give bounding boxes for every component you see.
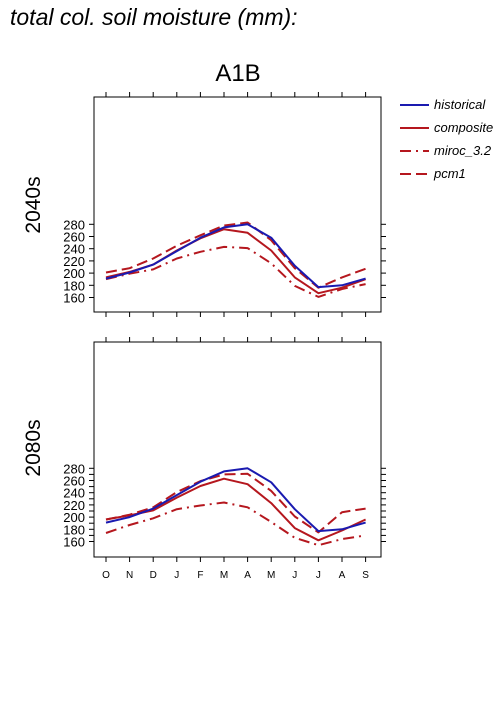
panel-label-2080s: 2080s: [22, 419, 45, 476]
series-line-miroc_3.2: [105, 501, 366, 547]
x-tick-label: J: [292, 570, 297, 581]
x-tick-label: F: [197, 570, 203, 581]
x-tick-label: J: [316, 570, 321, 581]
x-tick-label: A: [339, 570, 346, 581]
series-line-historical: [105, 467, 366, 533]
y-tick-label: 180: [63, 278, 85, 293]
y-tick-label: 200: [63, 266, 85, 281]
series-line-pcm1: [105, 472, 366, 534]
x-tick-label: O: [102, 570, 110, 581]
legend-label-pcm1: pcm1: [433, 166, 466, 181]
y-tick-label: 220: [63, 254, 85, 269]
y-tick-label: 200: [63, 510, 85, 525]
x-tick-label: S: [362, 570, 369, 581]
y-tick-label: 240: [63, 242, 85, 257]
series-line-historical: [105, 223, 366, 289]
y-tick-label: 280: [63, 217, 85, 232]
y-tick-label: 240: [63, 486, 85, 501]
series-line-composite: [105, 477, 367, 542]
legend: historical composite miroc_3.2 pcm1: [400, 97, 493, 181]
x-tick-label: N: [126, 570, 133, 581]
y-tick-label: 280: [63, 461, 85, 476]
x-tick-label: J: [174, 570, 179, 581]
y-tick-label: 160: [63, 291, 85, 306]
x-tick-label: M: [220, 570, 228, 581]
series-line-miroc_3.2: [105, 245, 366, 298]
panel-label-2040s: 2040s: [22, 176, 45, 233]
y-tick-label: 260: [63, 230, 85, 245]
y-tick-label: 220: [63, 498, 85, 513]
scenario-title: A1B: [215, 60, 260, 87]
y-tick-label: 180: [63, 522, 85, 537]
panels: 1601802002202402602802040s16018020022024…: [22, 92, 386, 562]
y-tick-label: 160: [63, 535, 85, 550]
legend-label-historical: historical: [434, 97, 486, 112]
legend-label-miroc_3.2: miroc_3.2: [434, 143, 492, 158]
legend-label-composite: composite: [434, 120, 493, 135]
plot-frame: [93, 96, 382, 313]
y-tick-label: 260: [63, 474, 85, 489]
plot-frame: [93, 341, 382, 558]
page-title: total col. soil moisture (mm):: [10, 4, 298, 30]
series-line-pcm1: [105, 221, 366, 289]
x-tick-label: D: [150, 570, 157, 581]
x-tick-label: A: [244, 570, 251, 581]
x-tick-label: M: [267, 570, 275, 581]
